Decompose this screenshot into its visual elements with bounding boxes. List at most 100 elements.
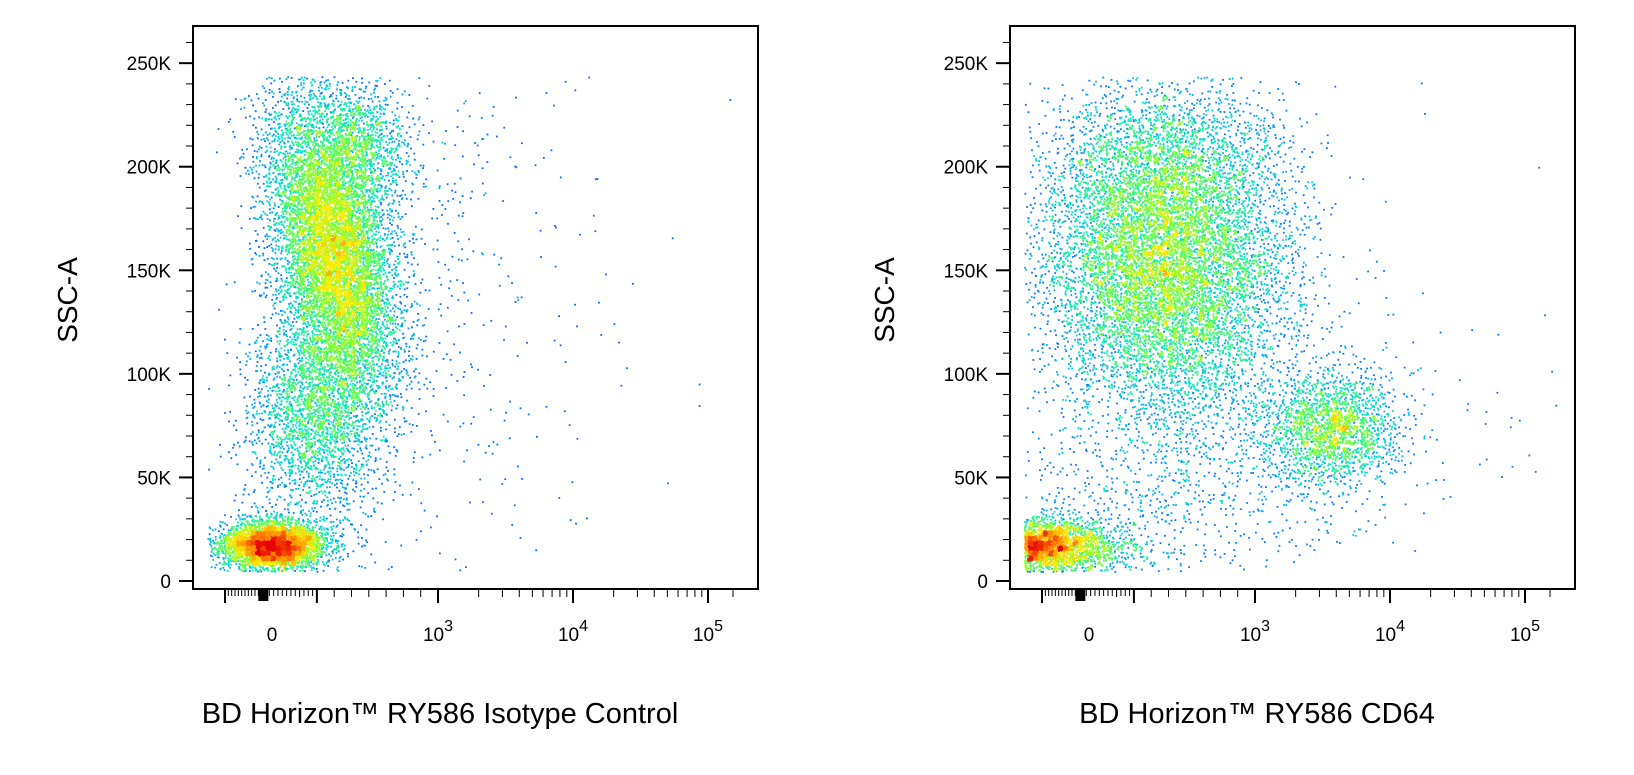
data-point	[258, 542, 261, 545]
data-point	[280, 543, 282, 546]
data-point	[268, 538, 270, 541]
data-point	[246, 534, 249, 536]
data-point	[245, 520, 247, 523]
data-point	[245, 532, 248, 535]
data-point	[221, 533, 224, 535]
data-point	[280, 568, 283, 571]
data-point	[247, 543, 250, 545]
data-point	[209, 541, 212, 543]
data-point	[297, 555, 300, 557]
data-point	[281, 557, 284, 560]
data-point	[228, 543, 231, 546]
data-point	[264, 544, 266, 547]
data-point	[301, 561, 303, 564]
data-point	[290, 567, 293, 569]
data-point	[239, 523, 242, 526]
data-point	[382, 435, 385, 438]
data-point	[218, 550, 221, 553]
data-point	[294, 570, 296, 572]
data-point	[237, 538, 240, 541]
data-point	[275, 563, 278, 566]
data-point	[308, 521, 310, 524]
data-point	[268, 235, 271, 238]
data-point	[395, 209, 397, 212]
data-point	[219, 541, 222, 544]
data-point	[320, 547, 323, 550]
data-point	[237, 521, 239, 524]
data-point	[251, 533, 254, 536]
data-point	[316, 521, 318, 524]
data-point	[263, 558, 266, 561]
data-point	[311, 567, 313, 569]
data-point	[283, 565, 286, 568]
data-point	[276, 559, 279, 562]
data-point	[339, 522, 342, 524]
data-point	[239, 546, 241, 548]
data-point	[300, 556, 303, 558]
data-point	[210, 548, 213, 551]
data-point	[376, 220, 379, 223]
data-point	[298, 543, 301, 546]
data-point	[315, 533, 317, 536]
data-point	[301, 569, 304, 572]
data-point	[239, 533, 241, 535]
data-point	[246, 515, 249, 518]
data-point	[247, 564, 250, 566]
data-point	[339, 555, 342, 558]
data-point	[257, 529, 260, 532]
data-point	[280, 546, 282, 549]
data-point	[292, 559, 295, 562]
data-point	[269, 544, 271, 547]
data-point	[317, 554, 319, 557]
data-point	[316, 545, 319, 547]
data-point	[258, 528, 261, 530]
data-point	[270, 559, 273, 562]
data-point	[310, 141, 313, 144]
data-point	[250, 544, 252, 546]
data-point	[239, 559, 241, 562]
data-point	[285, 532, 288, 534]
data-point	[324, 547, 327, 550]
data-point	[255, 549, 257, 552]
data-point	[309, 540, 312, 542]
data-point	[285, 115, 288, 117]
data-point	[280, 549, 283, 552]
data-point	[271, 570, 274, 573]
data-point	[258, 520, 261, 523]
data-point	[283, 544, 286, 547]
data-point	[311, 550, 314, 553]
data-point	[243, 536, 246, 538]
data-point	[315, 530, 318, 533]
data-point	[300, 539, 303, 542]
data-point	[236, 553, 238, 555]
data-point	[260, 535, 262, 538]
data-point	[248, 523, 251, 525]
data-point	[246, 543, 249, 546]
data-point	[270, 550, 272, 553]
data-point	[274, 554, 277, 556]
data-point	[230, 547, 232, 550]
data-point	[418, 372, 421, 375]
data-point	[286, 542, 289, 545]
data-point	[252, 541, 254, 544]
data-point	[288, 529, 291, 532]
data-point	[292, 568, 294, 571]
data-point	[209, 539, 211, 542]
data-point	[300, 523, 303, 526]
data-point	[289, 552, 292, 554]
data-point	[424, 339, 427, 342]
data-point	[247, 549, 250, 551]
data-point	[232, 531, 235, 534]
data-point	[263, 551, 265, 553]
data-point	[281, 531, 284, 533]
data-point	[273, 544, 276, 546]
data-point	[305, 557, 307, 560]
data-point	[264, 537, 267, 540]
data-point	[269, 524, 272, 527]
data-point	[235, 530, 238, 533]
data-point	[290, 564, 293, 566]
data-point	[308, 510, 310, 512]
data-point	[245, 525, 247, 528]
data-point	[275, 541, 278, 543]
data-point	[250, 545, 253, 548]
